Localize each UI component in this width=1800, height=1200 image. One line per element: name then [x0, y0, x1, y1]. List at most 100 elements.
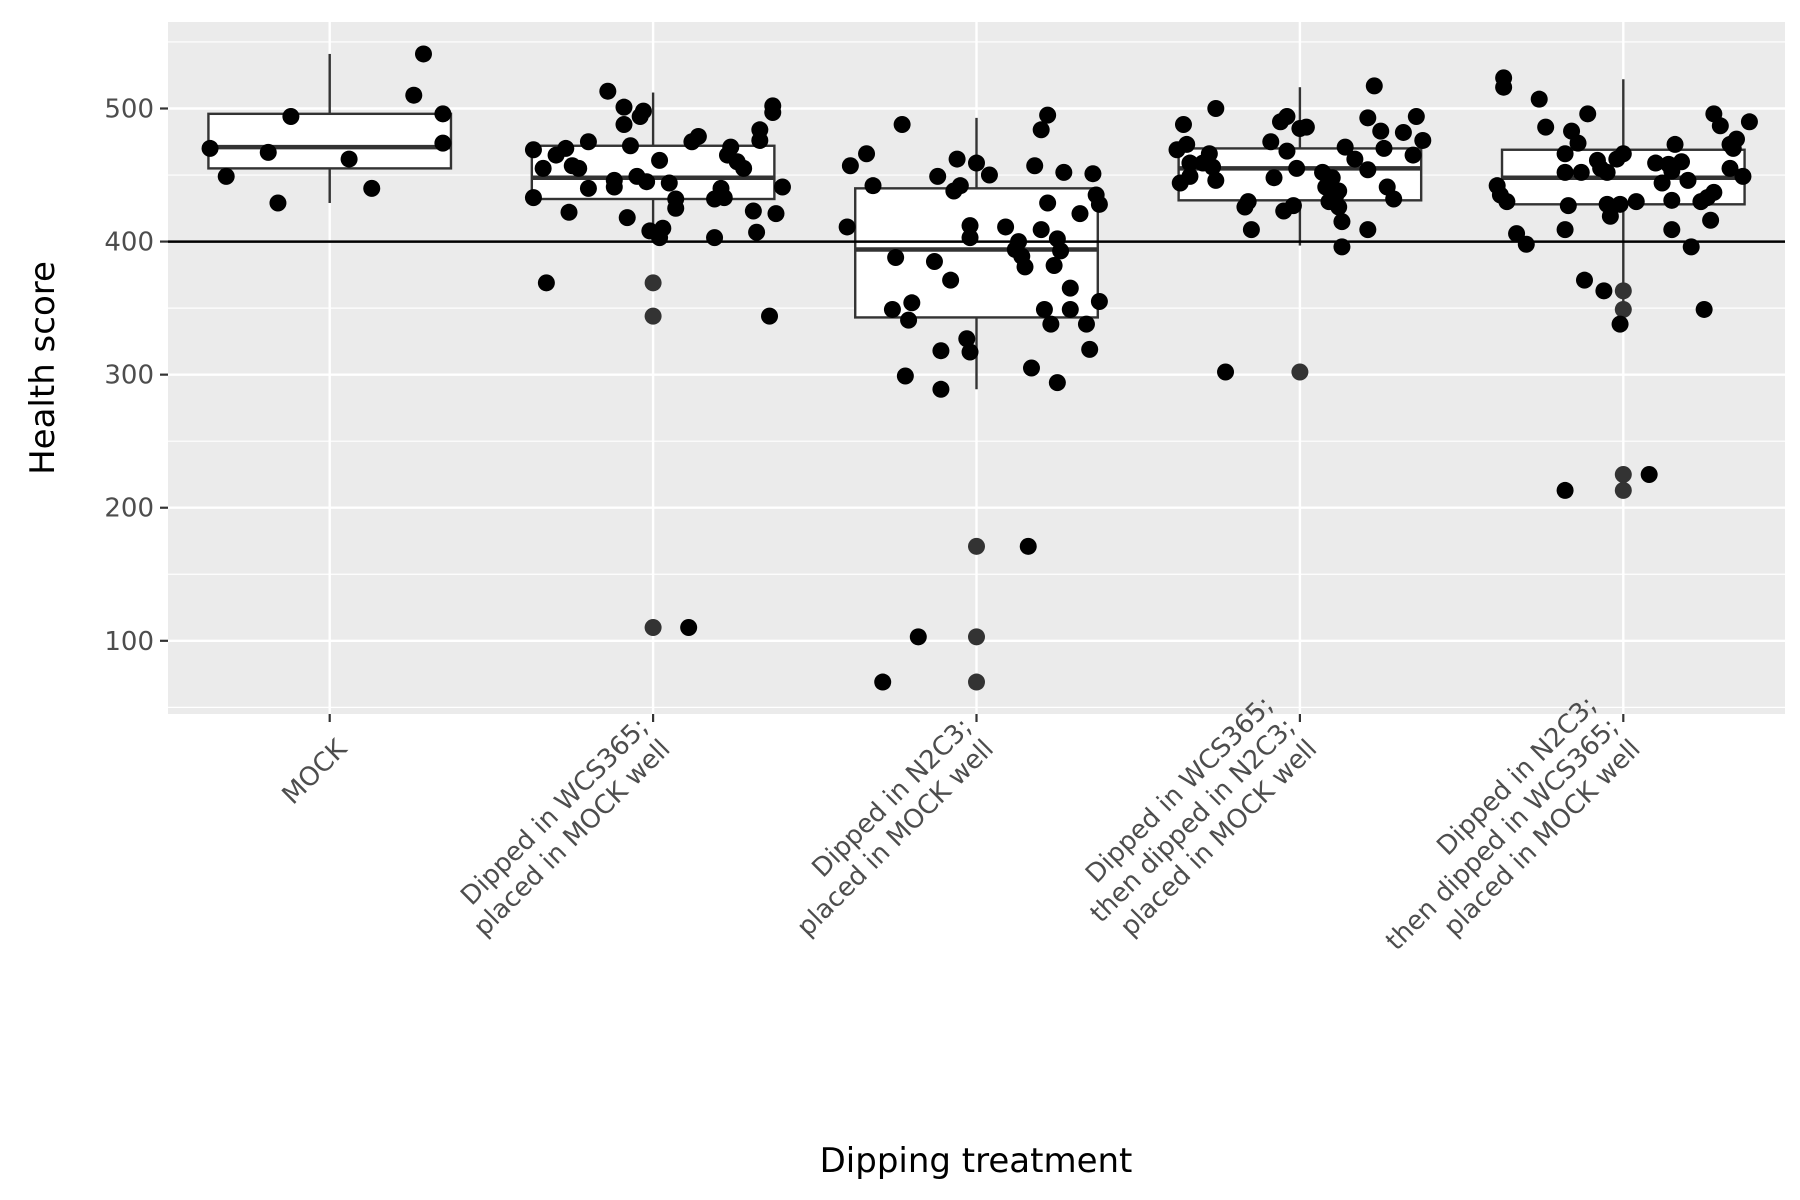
- data-point: [748, 223, 766, 241]
- data-point: [1048, 374, 1066, 392]
- data-point: [1022, 359, 1040, 377]
- data-point: [1239, 193, 1257, 211]
- data-point: [1090, 292, 1108, 310]
- data-point: [638, 173, 656, 191]
- data-point: [1081, 340, 1099, 358]
- data-point: [858, 145, 876, 163]
- data-point: [1181, 154, 1199, 172]
- data-point: [1346, 150, 1364, 168]
- y-axis-title: Health score: [23, 261, 63, 475]
- data-point: [1734, 167, 1752, 185]
- data-point: [1375, 139, 1393, 157]
- data-point: [1556, 221, 1574, 239]
- data-point: [1090, 195, 1108, 213]
- x-tick-label: Dipped in N2C3;placed in MOCK well: [769, 712, 999, 942]
- y-tick-label: 200: [104, 494, 154, 524]
- data-point: [524, 141, 542, 159]
- data-point: [706, 229, 724, 247]
- data-point: [838, 218, 856, 236]
- outlier-point: [1614, 465, 1632, 483]
- data-point: [1200, 145, 1218, 163]
- data-point: [282, 107, 300, 125]
- data-point: [1372, 122, 1390, 140]
- data-point: [1663, 191, 1681, 209]
- data-point: [1284, 197, 1302, 215]
- data-point: [1705, 183, 1723, 201]
- outlier-point: [968, 673, 985, 691]
- data-point: [841, 157, 859, 175]
- data-point: [570, 159, 588, 177]
- data-point: [735, 159, 753, 177]
- data-point: [1702, 211, 1720, 229]
- data-point: [1673, 153, 1691, 171]
- data-point: [764, 103, 782, 121]
- data-point: [968, 154, 985, 172]
- data-point: [1385, 190, 1403, 208]
- data-point: [1569, 134, 1587, 152]
- data-point: [925, 253, 943, 271]
- data-point: [980, 166, 998, 184]
- data-point: [1556, 145, 1574, 163]
- data-point: [667, 199, 685, 217]
- data-point: [405, 86, 423, 104]
- data-point: [689, 127, 707, 145]
- data-point: [722, 138, 740, 156]
- jitter-points: [201, 45, 1758, 691]
- x-axis-title: Dipping treatment: [820, 1141, 1133, 1181]
- data-point: [1055, 163, 1073, 181]
- data-point: [660, 174, 678, 192]
- data-point: [1640, 465, 1658, 483]
- data-point: [1682, 238, 1700, 256]
- data-point: [900, 311, 918, 329]
- data-point: [1052, 242, 1070, 260]
- data-point: [1653, 174, 1671, 192]
- outlier-point: [968, 537, 985, 555]
- data-point: [1336, 138, 1354, 156]
- data-point: [1407, 107, 1425, 125]
- data-point: [1614, 145, 1632, 163]
- data-point: [579, 133, 597, 151]
- data-point: [1323, 169, 1341, 187]
- data-point: [951, 177, 969, 195]
- data-point: [903, 294, 921, 312]
- data-point: [1010, 233, 1028, 251]
- data-point: [1061, 279, 1079, 297]
- data-point: [534, 159, 552, 177]
- y-tick-label: 100: [104, 627, 154, 657]
- data-point: [1517, 235, 1535, 253]
- data-point: [1359, 161, 1377, 179]
- data-point: [524, 189, 542, 207]
- data-point: [414, 45, 432, 63]
- data-point: [1365, 77, 1383, 95]
- data-point: [948, 150, 966, 168]
- data-point: [217, 167, 235, 185]
- data-point: [1207, 100, 1225, 117]
- data-point: [1330, 198, 1348, 216]
- x-axis: MOCK Dipped in WCS365;placed in MOCK well…: [277, 690, 1647, 956]
- data-point: [537, 274, 555, 292]
- data-point: [1595, 282, 1613, 300]
- data-point: [363, 179, 381, 197]
- data-point: [1598, 163, 1616, 181]
- data-point: [1647, 154, 1665, 172]
- data-point: [932, 342, 950, 360]
- data-point: [1601, 207, 1619, 225]
- data-point: [1204, 158, 1222, 176]
- data-point: [651, 151, 669, 169]
- data-point: [1414, 131, 1432, 149]
- data-point: [874, 673, 892, 691]
- data-point: [893, 115, 911, 133]
- x-tick-label: Dipped in WCS365;placed in MOCK well: [446, 712, 676, 942]
- data-point: [1537, 118, 1555, 136]
- data-point: [1721, 159, 1739, 177]
- data-point: [1026, 157, 1044, 175]
- data-point: [1711, 117, 1729, 135]
- data-point: [1032, 121, 1050, 139]
- y-tick-label: 300: [104, 361, 154, 391]
- data-point: [560, 203, 578, 221]
- data-point: [1217, 363, 1235, 381]
- x-tick-label-line: Dipped in WCS365;: [455, 712, 654, 911]
- data-point: [932, 380, 950, 398]
- data-point: [1498, 193, 1516, 211]
